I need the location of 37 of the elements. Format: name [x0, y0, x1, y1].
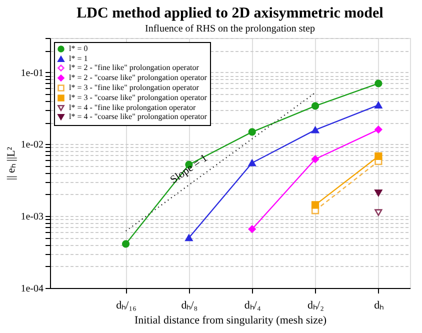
point: [311, 201, 320, 209]
legend-label: l* = 0: [69, 44, 88, 53]
point: [374, 209, 382, 216]
point: [122, 240, 130, 248]
legend-label: l* = 3 - "fine like" prolongation operator: [69, 83, 200, 92]
legend-label: l* = 2 - "coarse like" prolongation operator: [69, 73, 208, 82]
point: [311, 126, 320, 134]
x-axis-title: Initial distance from singularity (mesh size): [134, 314, 327, 326]
annotation: Slope = 1: [168, 152, 210, 186]
chart-title: LDC method applied to 2D axisymmetric model: [76, 6, 384, 22]
x-tick-label: dₕ: [374, 300, 384, 312]
y-tick-label: 1e-03: [20, 212, 44, 223]
x-tick-label: dₕ/₈: [181, 300, 198, 312]
legend-label: l* = 4 - "fine like prolongation operator: [69, 103, 196, 112]
point: [374, 102, 382, 108]
y-tick-label: 1e-02: [20, 140, 44, 151]
x-tick-label: dₕ/₂: [308, 300, 324, 312]
y-tick-label: 1e-04: [20, 284, 44, 294]
point: [185, 234, 193, 242]
x-tick-label: dₕ/₄: [244, 300, 261, 312]
point: [311, 155, 320, 163]
chart-subtitle: Influence of RHS on the prolongation step: [145, 24, 315, 34]
x-tick-label: dₕ/₁₆: [116, 300, 137, 312]
point: [311, 102, 320, 110]
point: [374, 190, 382, 196]
y-axis-title: || eₕ ||L²: [6, 146, 18, 180]
point: [248, 128, 256, 136]
point: [374, 80, 382, 88]
legend-label: l* = 2 - "fine like" prolongation operator: [69, 63, 200, 72]
point: [374, 152, 382, 160]
legend-label: l* = 3 - "coarse like" prolongation operator: [69, 93, 208, 102]
point: [248, 225, 256, 233]
y-tick-label: 1e-01: [20, 68, 44, 79]
point: [374, 126, 382, 134]
point: [248, 159, 256, 166]
legend-label: l* = 1: [69, 54, 88, 63]
legend-label: l* = 4 - "coarse like" prolongation operator: [69, 112, 208, 121]
